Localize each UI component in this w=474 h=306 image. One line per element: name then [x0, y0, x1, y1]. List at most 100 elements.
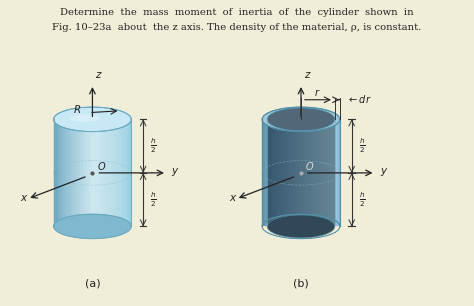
Polygon shape	[290, 119, 292, 224]
Polygon shape	[55, 119, 56, 226]
Text: R: R	[73, 105, 81, 115]
Polygon shape	[267, 119, 269, 224]
Polygon shape	[63, 119, 65, 226]
Polygon shape	[310, 119, 313, 226]
Polygon shape	[56, 119, 58, 226]
Polygon shape	[99, 119, 101, 226]
Polygon shape	[317, 119, 319, 224]
Polygon shape	[296, 119, 299, 224]
Polygon shape	[313, 119, 316, 226]
Text: Fig. 10–23a  about  the z axis. The density of the material, ρ, is constant.: Fig. 10–23a about the z axis. The densit…	[52, 23, 422, 32]
Ellipse shape	[267, 215, 335, 238]
Polygon shape	[67, 119, 70, 226]
Polygon shape	[324, 119, 326, 226]
Polygon shape	[276, 119, 278, 224]
Polygon shape	[263, 119, 264, 226]
Polygon shape	[312, 119, 315, 224]
Polygon shape	[334, 119, 336, 226]
Polygon shape	[86, 119, 90, 226]
Polygon shape	[70, 119, 72, 226]
Polygon shape	[332, 119, 334, 226]
Polygon shape	[287, 119, 290, 224]
Polygon shape	[307, 119, 310, 226]
Ellipse shape	[262, 107, 340, 132]
Polygon shape	[101, 119, 104, 226]
Polygon shape	[326, 119, 328, 224]
Polygon shape	[269, 119, 272, 224]
Polygon shape	[330, 119, 333, 224]
Polygon shape	[122, 119, 124, 226]
Text: y: y	[172, 166, 178, 176]
Ellipse shape	[267, 108, 335, 131]
Polygon shape	[316, 119, 319, 226]
Polygon shape	[330, 119, 332, 226]
Polygon shape	[285, 119, 287, 224]
Polygon shape	[270, 119, 272, 226]
Polygon shape	[127, 119, 128, 226]
Polygon shape	[113, 119, 115, 226]
Polygon shape	[118, 119, 120, 226]
Polygon shape	[289, 119, 292, 226]
Polygon shape	[278, 119, 281, 224]
Text: Determine  the  mass  moment  of  inertia  of  the  cylinder  shown  in: Determine the mass moment of inertia of …	[60, 8, 414, 17]
Polygon shape	[310, 119, 312, 224]
Polygon shape	[115, 119, 118, 226]
Polygon shape	[267, 119, 335, 223]
Text: (b): (b)	[293, 278, 309, 288]
Polygon shape	[337, 119, 338, 226]
Text: $\frac{h}{2}$: $\frac{h}{2}$	[150, 137, 157, 155]
Ellipse shape	[69, 114, 100, 122]
Text: x: x	[229, 193, 235, 203]
Text: z: z	[95, 70, 101, 80]
Text: (a): (a)	[85, 278, 100, 288]
Text: z: z	[304, 70, 310, 80]
Polygon shape	[65, 119, 67, 226]
Polygon shape	[336, 119, 337, 226]
Polygon shape	[308, 119, 310, 224]
Text: $\leftarrow dr$: $\leftarrow dr$	[347, 93, 372, 105]
Polygon shape	[266, 119, 268, 226]
Text: $\frac{h}{2}$: $\frac{h}{2}$	[359, 137, 365, 155]
Polygon shape	[58, 119, 59, 226]
Polygon shape	[281, 119, 283, 224]
Polygon shape	[61, 119, 63, 226]
Polygon shape	[328, 119, 330, 224]
Polygon shape	[283, 119, 286, 226]
Polygon shape	[333, 119, 335, 224]
Polygon shape	[306, 119, 308, 224]
Polygon shape	[83, 119, 86, 226]
Polygon shape	[107, 119, 110, 226]
Polygon shape	[78, 119, 81, 226]
Polygon shape	[283, 119, 285, 224]
Polygon shape	[104, 119, 107, 226]
Polygon shape	[304, 119, 307, 226]
Polygon shape	[274, 119, 276, 224]
Polygon shape	[59, 119, 61, 226]
Polygon shape	[273, 119, 276, 226]
Polygon shape	[120, 119, 122, 226]
Polygon shape	[128, 119, 129, 226]
Text: O: O	[306, 162, 313, 173]
Polygon shape	[54, 119, 55, 226]
Polygon shape	[301, 119, 303, 224]
Polygon shape	[303, 119, 306, 224]
Polygon shape	[321, 119, 324, 226]
Polygon shape	[268, 119, 270, 226]
Polygon shape	[299, 119, 301, 224]
Polygon shape	[126, 119, 127, 226]
Text: r: r	[314, 88, 318, 98]
Polygon shape	[81, 119, 83, 226]
Polygon shape	[72, 119, 75, 226]
Text: $\frac{h}{2}$: $\frac{h}{2}$	[150, 190, 157, 209]
Polygon shape	[272, 119, 273, 226]
Ellipse shape	[54, 214, 131, 239]
Polygon shape	[92, 119, 95, 226]
Polygon shape	[110, 119, 113, 226]
Ellipse shape	[54, 107, 131, 132]
Text: $\frac{h}{2}$: $\frac{h}{2}$	[359, 190, 365, 209]
Polygon shape	[124, 119, 126, 226]
Polygon shape	[75, 119, 78, 226]
Polygon shape	[265, 119, 266, 226]
Polygon shape	[90, 119, 92, 226]
Polygon shape	[276, 119, 278, 226]
